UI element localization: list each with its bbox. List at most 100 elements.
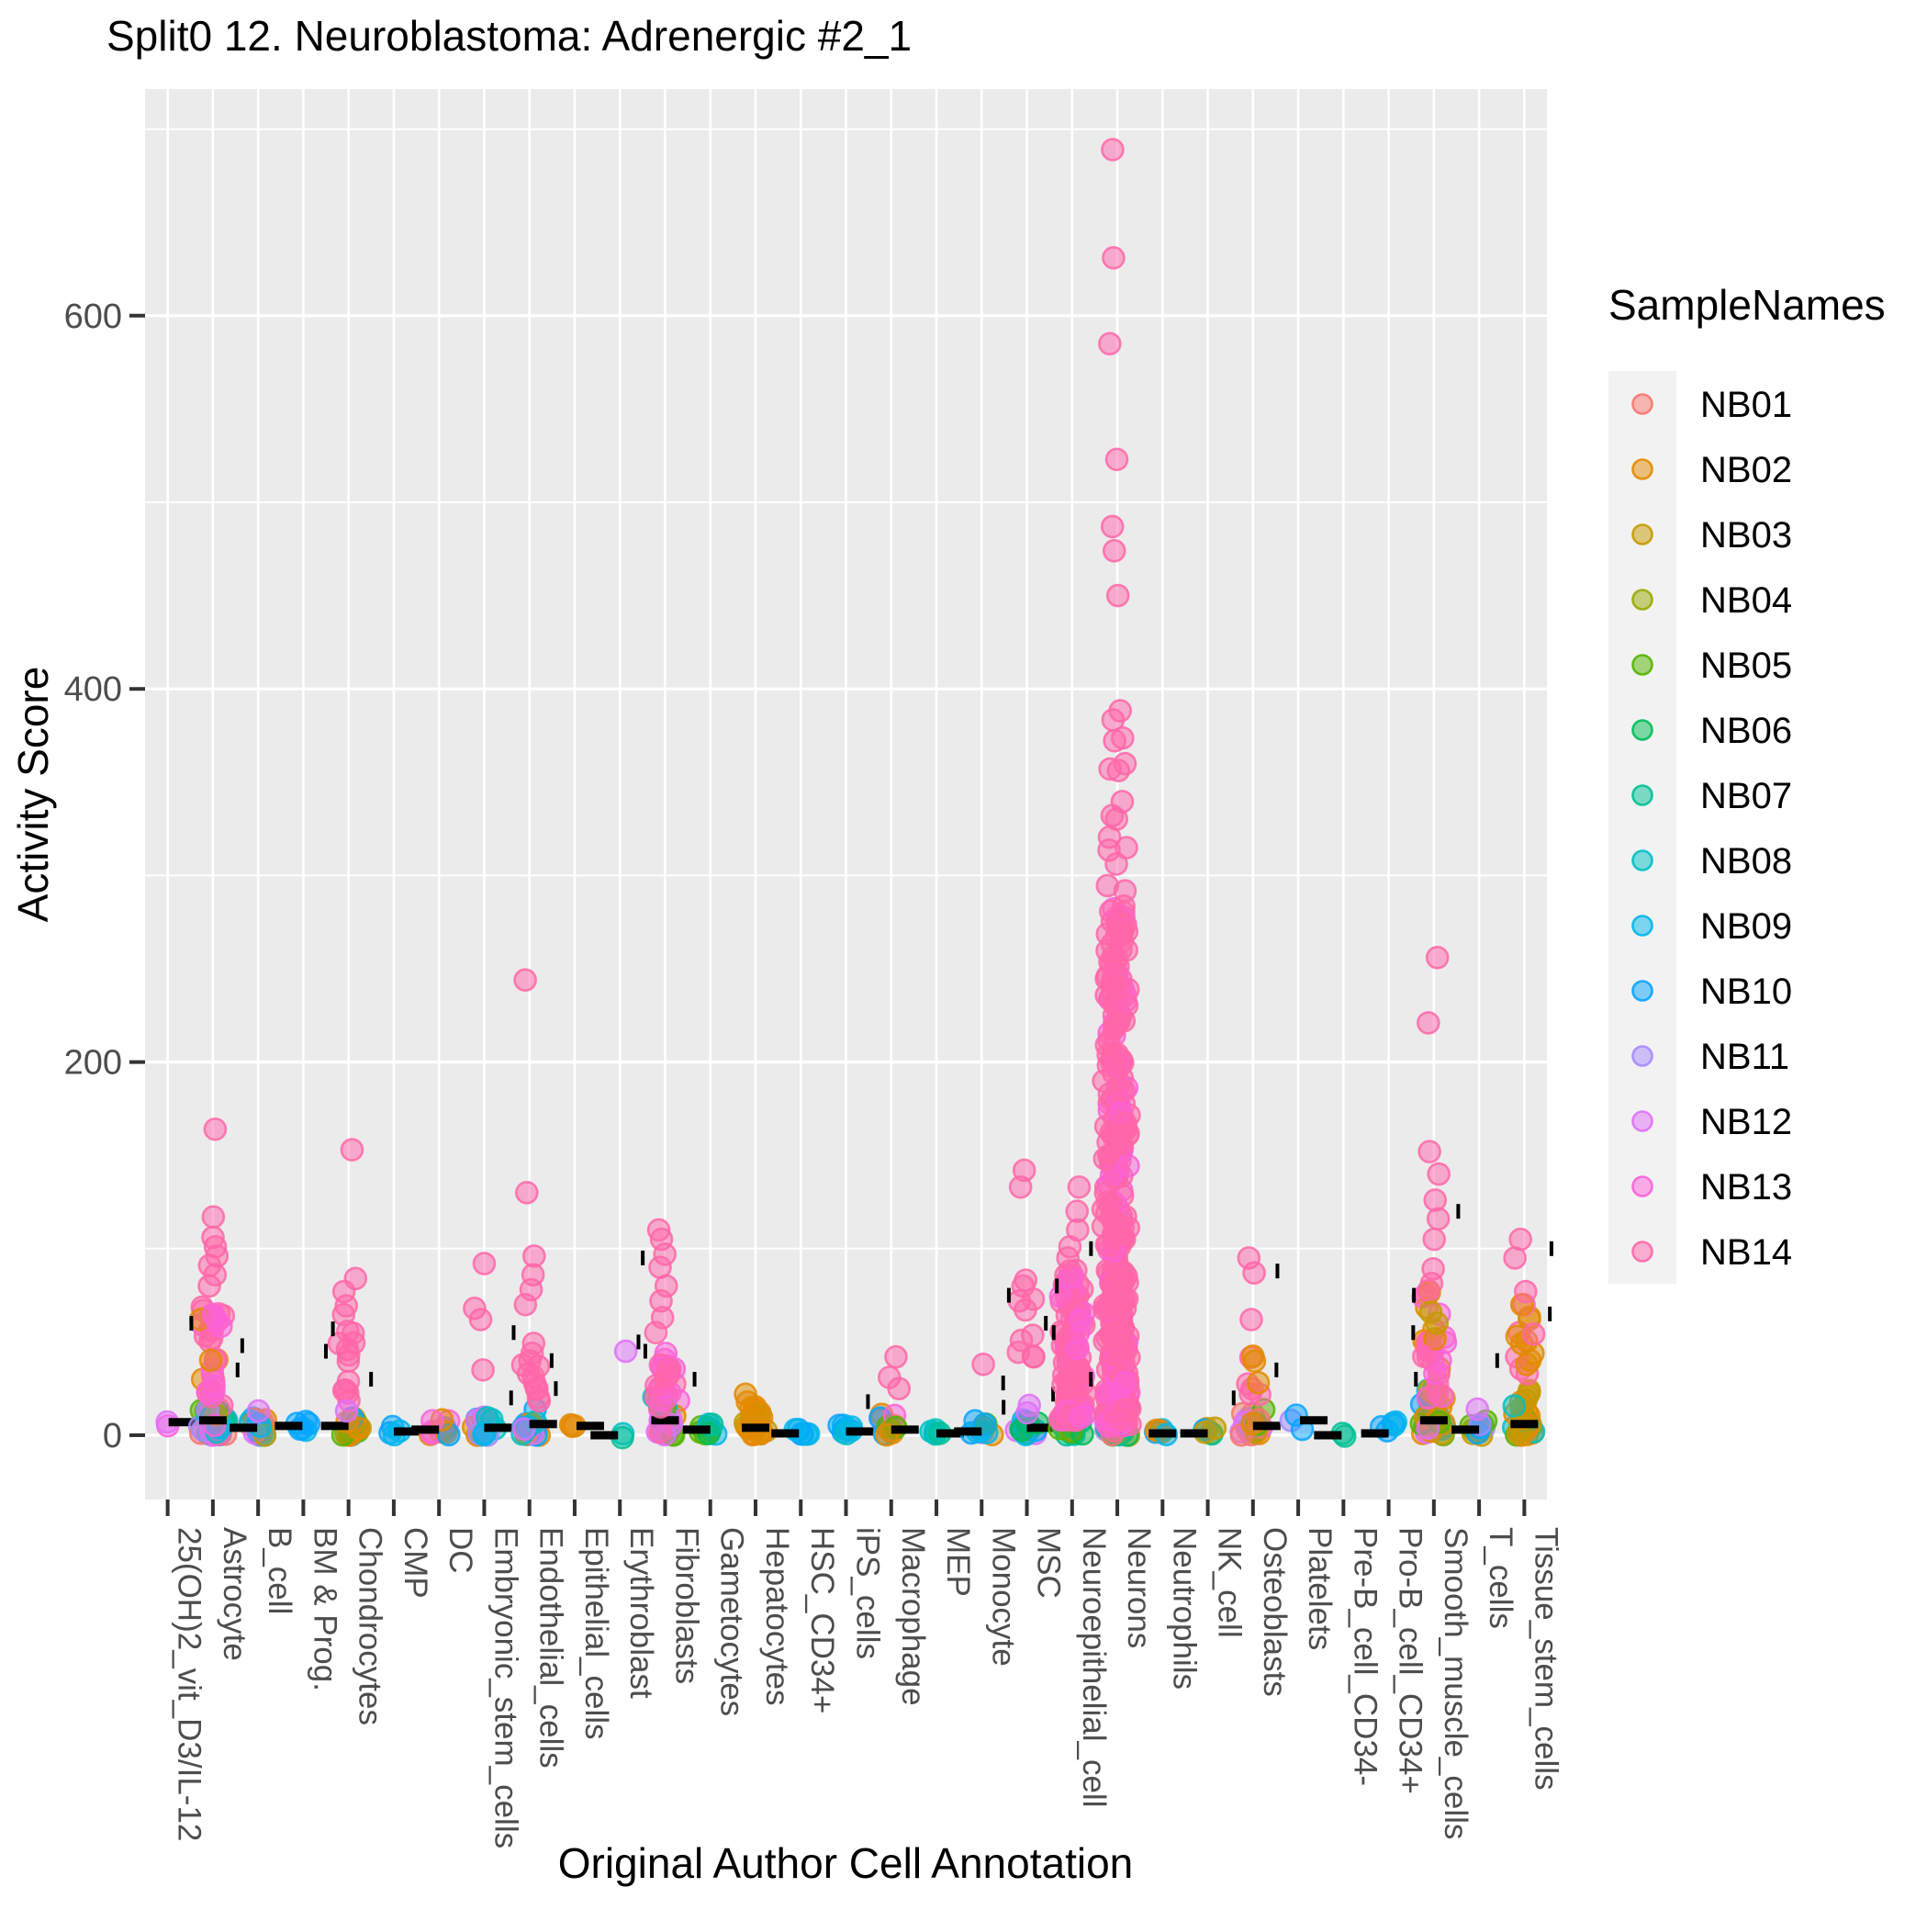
data-point [1514, 1279, 1538, 1304]
data-point [201, 1205, 226, 1230]
category-points [733, 1382, 779, 1447]
category-points [274, 1410, 321, 1443]
legend-item: NB13 [1608, 1153, 1792, 1219]
x-category-label: Epithelial_cells [578, 1527, 614, 1740]
category-points [1279, 1403, 1328, 1442]
data-point [343, 1266, 368, 1291]
data-point [613, 1339, 638, 1364]
median-bar [1026, 1423, 1055, 1432]
tick-dash-mark [549, 1353, 554, 1368]
data-point [1102, 539, 1126, 563]
tick-dash-mark [1274, 1362, 1279, 1377]
data-point [1014, 1268, 1038, 1292]
data-point [1417, 1140, 1441, 1163]
tick-dash-mark [1051, 1325, 1056, 1341]
category-points [1409, 946, 1461, 1447]
tick-dash-mark [1051, 1387, 1056, 1402]
data-point [1111, 919, 1135, 943]
legend-item: NB09 [1608, 893, 1792, 958]
category-points [1001, 1158, 1060, 1447]
tick-dash-mark [235, 1362, 240, 1377]
median-bar [576, 1421, 604, 1431]
legend-item: NB14 [1608, 1219, 1792, 1284]
tick-dash-mark [1006, 1287, 1011, 1303]
x-category-label: Osteoblasts [1257, 1527, 1293, 1697]
legend-key-dot [1631, 1110, 1653, 1132]
category-points [378, 1414, 421, 1447]
category-points [411, 1408, 461, 1447]
x-category-label: CMP [398, 1527, 433, 1599]
legend-item-label: NB03 [1700, 515, 1792, 556]
data-point [1110, 790, 1135, 814]
data-point [334, 1398, 359, 1423]
data-point [1508, 1227, 1532, 1252]
data-point [1068, 1309, 1092, 1332]
data-point [1098, 757, 1122, 781]
legend-item-label: NB11 [1700, 1037, 1789, 1077]
data-point [1096, 1233, 1120, 1257]
x-category-label: MSC [1031, 1527, 1067, 1599]
x-category-label: Endothelial_cells [533, 1527, 569, 1769]
x-category-label: Macrophage [895, 1527, 931, 1706]
data-point [748, 1400, 772, 1425]
legend-key-dot [1631, 393, 1653, 415]
x-category-label: Fibroblasts [668, 1527, 704, 1684]
data-point [1106, 1309, 1131, 1333]
median-bar [651, 1416, 679, 1425]
median-bar [320, 1421, 349, 1431]
data-point [1012, 1158, 1036, 1183]
category-points [1314, 1421, 1357, 1448]
category-points [155, 1410, 196, 1438]
legend-key-dot [1631, 719, 1653, 741]
data-point [1515, 1353, 1539, 1376]
median-bar [1314, 1431, 1342, 1440]
data-point [1095, 873, 1120, 898]
legend-key-dot [1631, 523, 1653, 545]
category-points [1048, 1174, 1098, 1447]
legend-key-dot [1631, 458, 1653, 480]
tick-dash-mark [1414, 1372, 1418, 1387]
x-category-label: Astrocyte [217, 1527, 252, 1661]
tick-dash-mark [641, 1250, 645, 1265]
legend-item-label: NB14 [1700, 1232, 1792, 1273]
tick-dash-mark [1055, 1278, 1059, 1294]
legend-item: NB01 [1608, 371, 1792, 436]
x-category-label: Embryonic_stem_cells [487, 1527, 523, 1848]
legend-item: NB03 [1608, 501, 1792, 567]
category-points [919, 1418, 965, 1446]
median-bar [1300, 1416, 1328, 1425]
data-point [1104, 447, 1129, 472]
data-point [1102, 1342, 1126, 1367]
y-tick-label: 400 [64, 670, 122, 709]
plot-title: Split0 12. Neuroblastoma: Adrenergic #2_… [106, 12, 912, 60]
tick-dash-mark [1456, 1204, 1461, 1219]
legend-key-dot [1631, 1241, 1653, 1263]
data-point [1422, 1227, 1446, 1252]
data-point [1246, 1371, 1271, 1395]
x-category-label: Monocyte [985, 1527, 1021, 1667]
median-bar [484, 1423, 512, 1432]
median-bar [846, 1427, 874, 1436]
data-point [246, 1398, 271, 1423]
legend-item-label: NB13 [1700, 1167, 1792, 1208]
legend-item: NB07 [1608, 762, 1792, 827]
data-point [472, 1252, 497, 1275]
y-tick-label: 600 [64, 298, 122, 336]
data-point [333, 1378, 358, 1402]
data-point [1017, 1393, 1041, 1418]
data-point [1115, 836, 1138, 860]
x-category-label: Pre-B_cell_CD34- [1347, 1527, 1383, 1786]
category-points [461, 1252, 513, 1447]
data-point [1059, 1264, 1083, 1289]
data-point [1095, 938, 1119, 963]
median-bar [1180, 1429, 1208, 1438]
median-bar [198, 1416, 227, 1425]
median-bar [590, 1431, 619, 1440]
data-point [1092, 1147, 1117, 1171]
category-points [1361, 1410, 1408, 1443]
x-category-label: Neuroepithelial_cell [1076, 1527, 1112, 1807]
category-points [320, 1138, 374, 1447]
tick-dash-mark [1089, 1372, 1093, 1387]
median-bar [1451, 1425, 1480, 1434]
